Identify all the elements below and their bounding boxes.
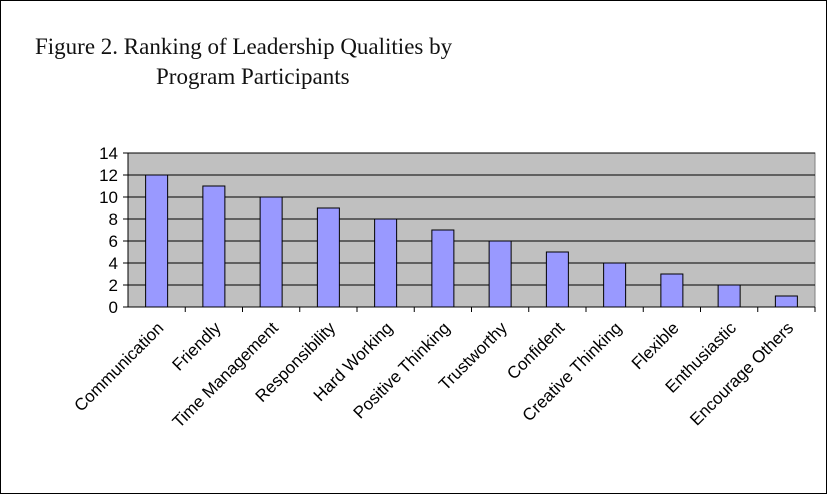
x-tick-label: Time Management [169,318,282,431]
y-tick-label: 4 [109,254,118,273]
x-tick-label: Friendly [169,318,226,375]
chart-title: Figure 2. Ranking of Leadership Qualitie… [35,32,452,92]
y-tick-label: 8 [109,210,118,229]
y-tick-label: 2 [109,276,118,295]
bar [603,262,627,308]
x-tick-label: Encourage Others [686,318,797,429]
x-tick-label: Positive Thinking [350,318,454,422]
x-tick-label: Flexible [628,318,683,373]
y-tick-label: 12 [99,166,118,185]
x-tick-label: Communication [71,318,168,415]
y-tick-label: 0 [109,298,118,317]
bar [488,240,512,308]
y-tick-label: 14 [99,144,118,163]
bar [431,229,455,308]
bar [660,273,684,308]
bar [717,284,741,308]
bar [202,185,226,308]
y-tick-label: 10 [99,188,118,207]
x-tick-label: Creative Thinking [519,318,626,425]
bar [545,251,569,308]
chart-title-line-2: Program Participants [156,64,350,89]
chart-title-line-1: Figure 2. Ranking of Leadership Qualitie… [35,34,453,59]
bar [774,295,798,308]
plot-area [127,152,816,308]
bar [259,196,283,308]
bar [145,174,169,308]
bar [316,207,340,308]
bar [374,218,398,308]
y-tick-label: 6 [109,232,118,251]
